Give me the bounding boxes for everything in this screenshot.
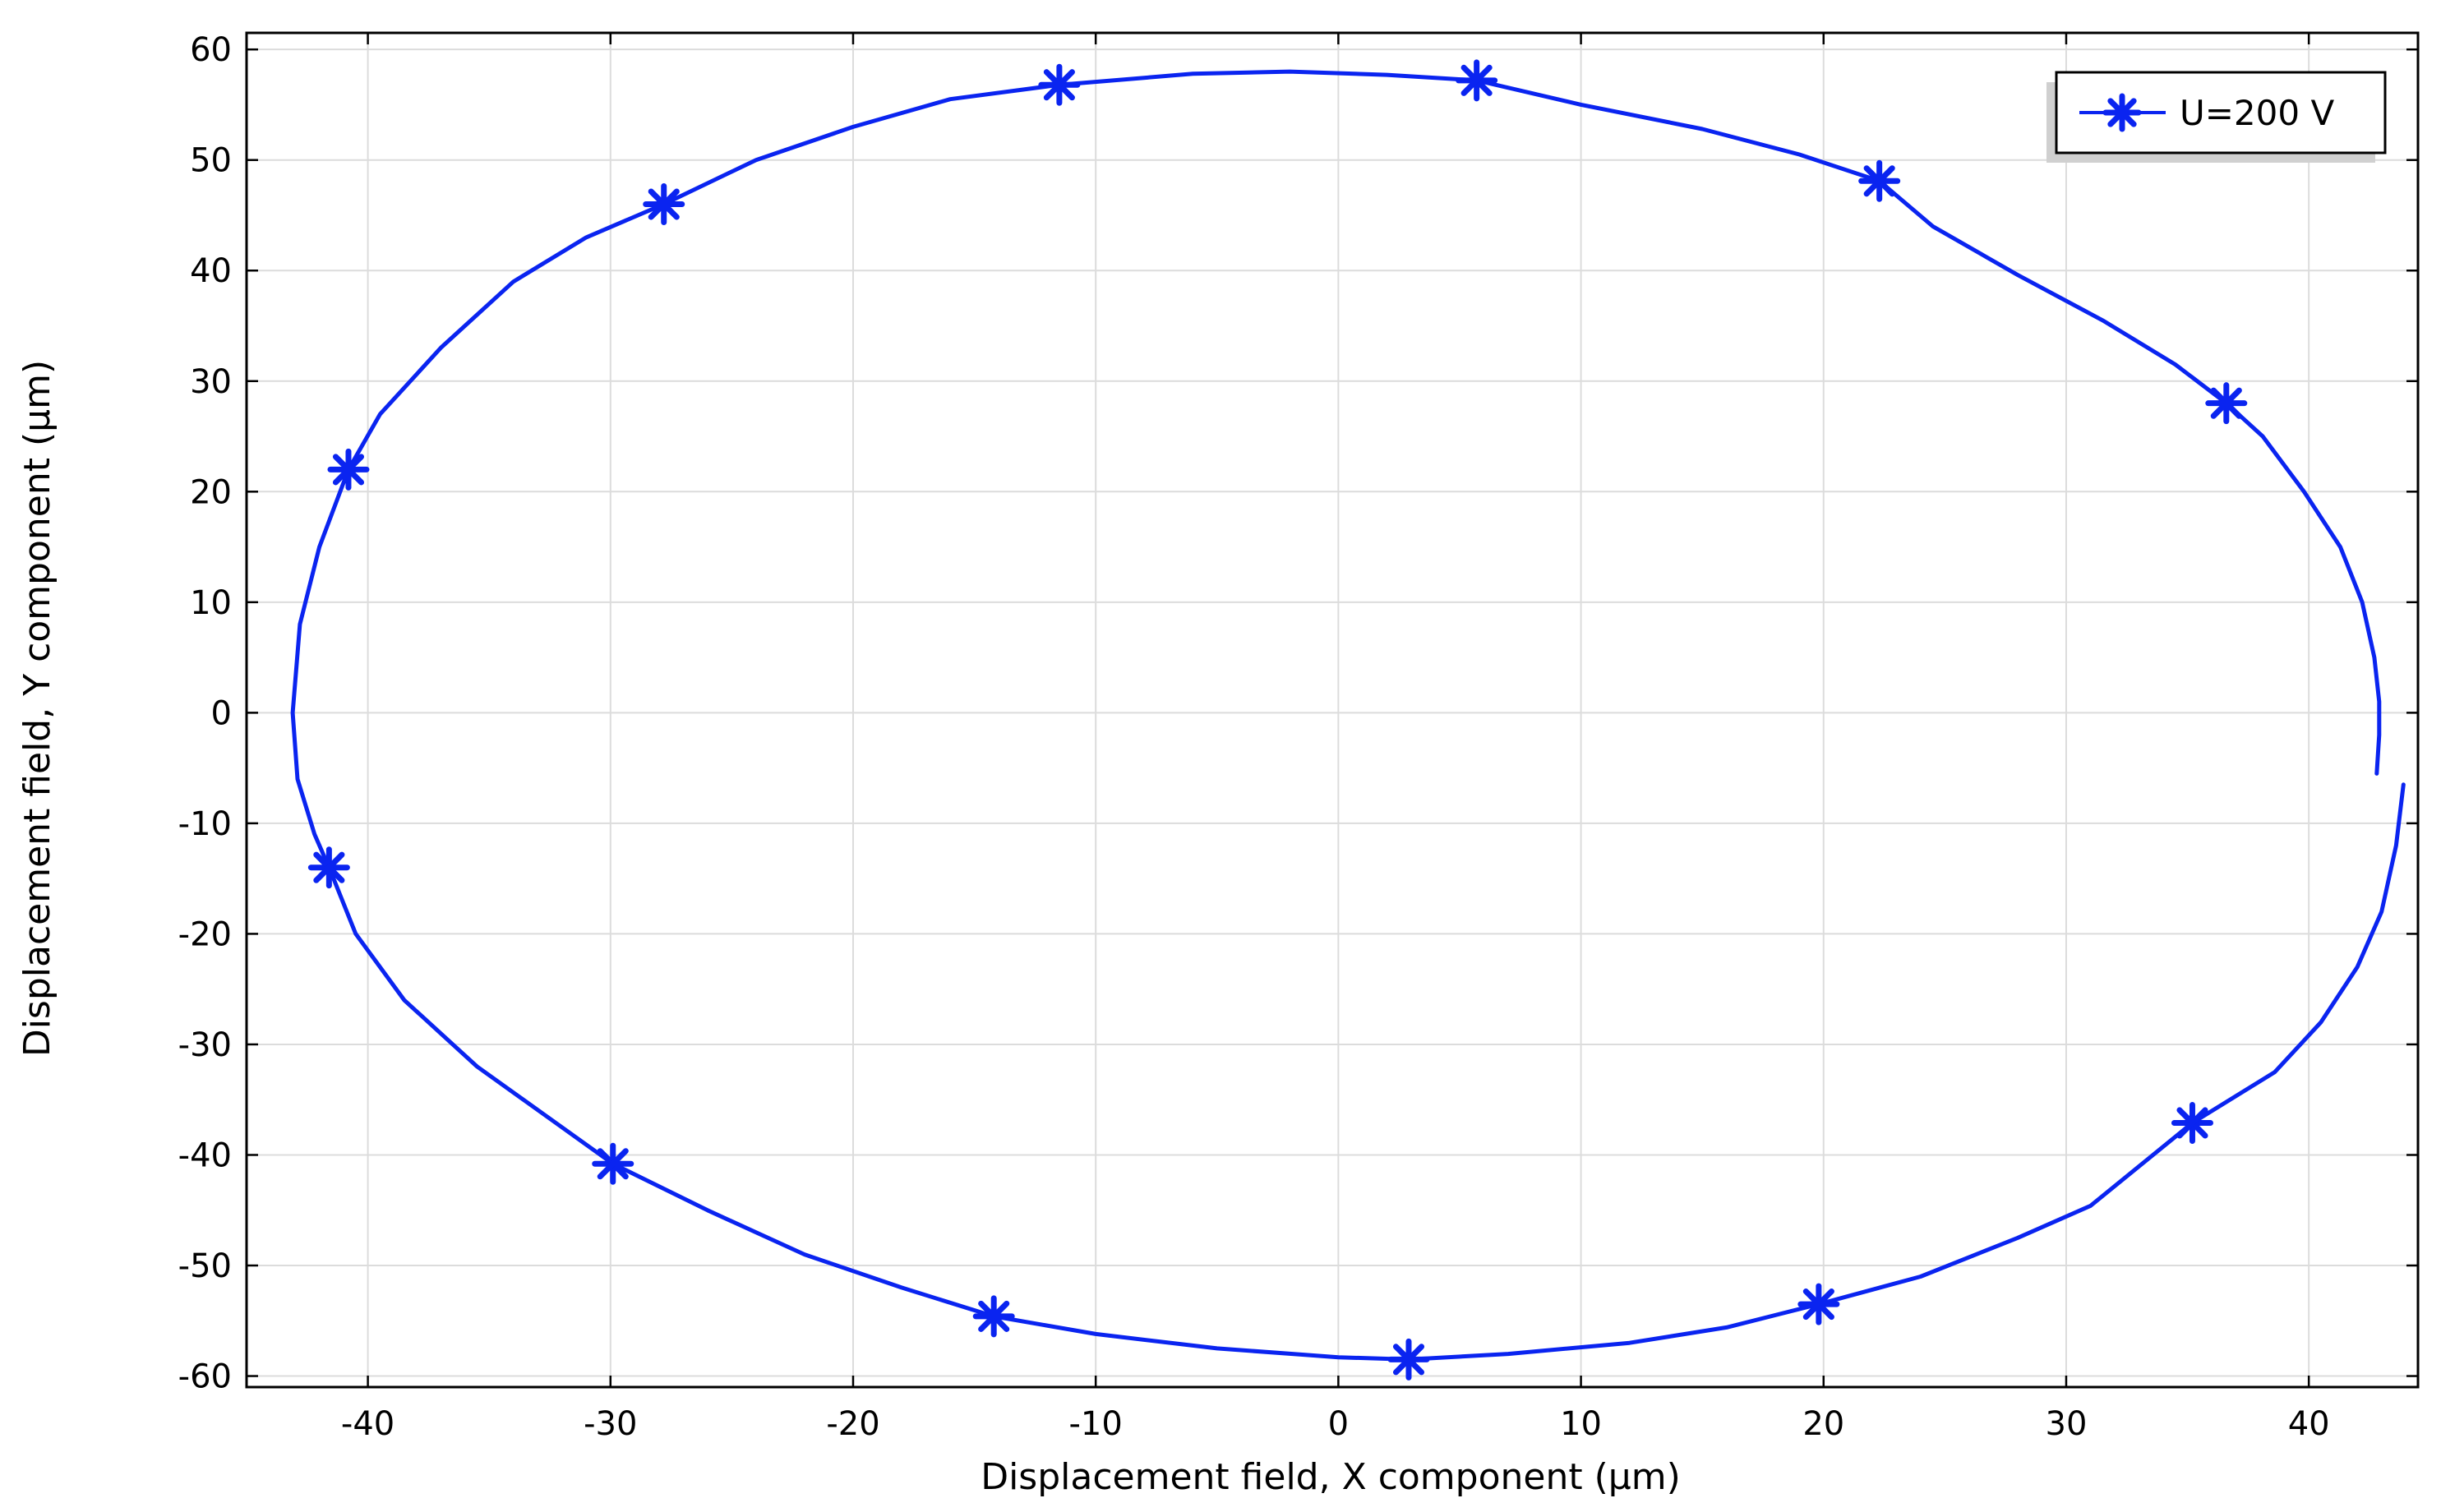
asterisk-stroke [313,851,345,883]
plot-frame [245,31,2420,1389]
y-tick-label: 50 [190,142,232,180]
asterisk-stroke [1863,165,1895,197]
x-tick-label: 20 [1802,1405,1844,1443]
asterisk-marker [327,448,370,491]
x-tick-label: -10 [1069,1405,1123,1443]
y-tick-label: -30 [178,1026,232,1064]
asterisk-marker [592,1142,634,1185]
x-tick-label: -30 [584,1405,637,1443]
y-tick-label: 20 [190,473,232,511]
y-tick-label: -40 [178,1136,232,1174]
x-tick-label: 10 [1560,1405,1602,1443]
asterisk-marker [1456,59,1498,102]
y-tick-labels: 60 50 40 30 20 10 0 -10 -20 -30 -40 -50 -60 [178,31,232,1395]
series-line [290,69,2406,1362]
legend-asterisk-marker [2102,93,2142,132]
legend-label: U=200 V [2180,93,2334,133]
y-tick-label: -50 [178,1247,232,1285]
x-tick-label: 30 [2046,1405,2088,1443]
y-tick-label: -20 [178,915,232,953]
y-tick-label: 60 [190,31,232,69]
asterisk-stroke [2210,387,2242,419]
asterisk-stroke [1392,1344,1425,1376]
asterisk-marker [643,183,685,226]
asterisk-marker [1387,1338,1430,1381]
asterisk-marker [2171,1101,2213,1144]
asterisk-marker [1858,159,1901,202]
axis-ticks [247,33,2418,1387]
asterisk-stroke [2107,98,2137,127]
asterisk-stroke [332,454,365,486]
y-tick-label: -10 [178,805,232,843]
asterisk-marker [1038,63,1081,106]
legend: U=200 V [2046,71,2387,163]
asterisk-stroke [1460,64,1493,96]
grid-lines [247,33,2418,1387]
x-tick-label: 0 [1328,1405,1349,1443]
y-tick-label: 40 [190,252,232,290]
y-tick-label: 0 [211,694,232,732]
asterisk-marker [2102,93,2142,132]
asterisk-stroke [978,1300,1010,1332]
y-tick-label: 10 [190,584,232,622]
asterisk-marker [2205,382,2248,425]
asterisk-marker [972,1295,1015,1338]
x-axis-title: Displacement field, X component (µm) [981,1456,1681,1498]
asterisk-stroke [1802,1288,1834,1321]
x-tick-label: 40 [2288,1405,2330,1443]
asterisk-stroke [597,1148,629,1180]
asterisk-marker [307,846,350,889]
x-tick-labels: -40 -30 -20 -10 0 10 20 30 40 [341,1405,2330,1443]
y-axis-title: Displacement field, Y component (µm) [16,360,58,1057]
asterisk-stroke [648,188,680,220]
asterisk-stroke [1043,69,1075,101]
x-tick-label: -40 [341,1405,395,1443]
y-tick-label: 30 [190,363,232,401]
asterisk-marker [1797,1283,1840,1325]
asterisk-stroke [2176,1107,2208,1139]
y-tick-label: -60 [178,1358,232,1396]
series-layer [290,59,2406,1381]
x-tick-label: -20 [826,1405,879,1443]
